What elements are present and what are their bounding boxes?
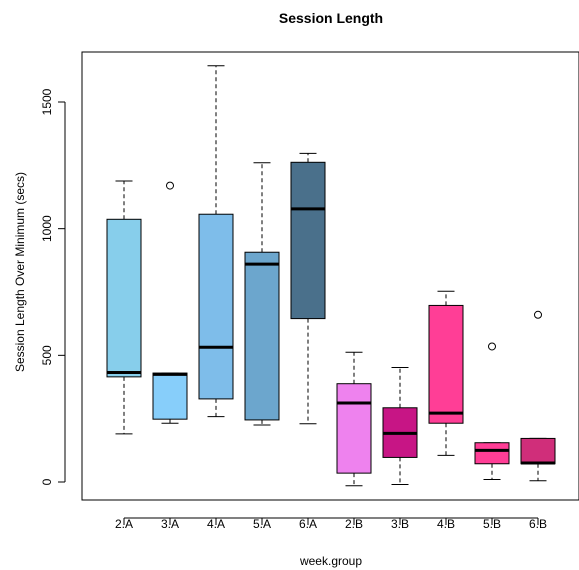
boxes-group [106, 65, 556, 487]
y-tick-label: 500 [40, 345, 54, 365]
box-4.B [428, 290, 464, 456]
box-6.A [290, 152, 326, 425]
outlier-point [534, 310, 542, 319]
iqr-box [474, 442, 510, 465]
box-2.A [106, 180, 142, 435]
outlier-point [166, 181, 174, 190]
x-tick-label: 3.A [161, 517, 179, 531]
x-tick-label: 4.B [437, 517, 455, 531]
plot-frame [81, 51, 579, 501]
y-axis: 0 500 1000 1500 [40, 88, 66, 485]
box-3.B [382, 366, 418, 486]
iqr-box [290, 161, 326, 320]
x-tick-label: 5.A [253, 517, 271, 531]
x-tick-label: 3.B [391, 517, 409, 531]
iqr-box [520, 437, 556, 465]
y-axis-label: Session Length Over Minimum (secs) [13, 172, 27, 372]
iqr-box [244, 251, 280, 421]
outlier-point [488, 342, 496, 351]
x-tick-label: 2.A [115, 517, 133, 531]
x-tick-label: 4.A [207, 517, 225, 531]
y-tick-label: 1000 [40, 215, 54, 242]
box-4.A [198, 65, 234, 418]
x-tick-label: 5.B [483, 517, 501, 531]
iqr-box [198, 213, 234, 400]
x-tick-label: 6.A [299, 517, 317, 531]
box-5.A [244, 162, 280, 426]
x-axis: 2.A 3.A 4.A 5.A 6.A 2.B 3.B 4.B 5.B 6.B [115, 517, 547, 531]
iqr-box [106, 218, 142, 378]
box-2.B [336, 351, 372, 487]
box-6.B [520, 310, 556, 482]
iqr-box [336, 383, 372, 474]
box-5.B [474, 342, 510, 480]
y-tick-label: 0 [40, 478, 54, 485]
x-axis-label: week.group [299, 554, 362, 568]
x-tick-label: 6.B [529, 517, 547, 531]
box-3.A [152, 181, 188, 424]
chart-title: Session Length [279, 10, 383, 26]
x-tick-label: 2.B [345, 517, 363, 531]
iqr-box [428, 304, 464, 424]
y-tick-label: 1500 [40, 88, 54, 115]
iqr-box [152, 372, 188, 420]
